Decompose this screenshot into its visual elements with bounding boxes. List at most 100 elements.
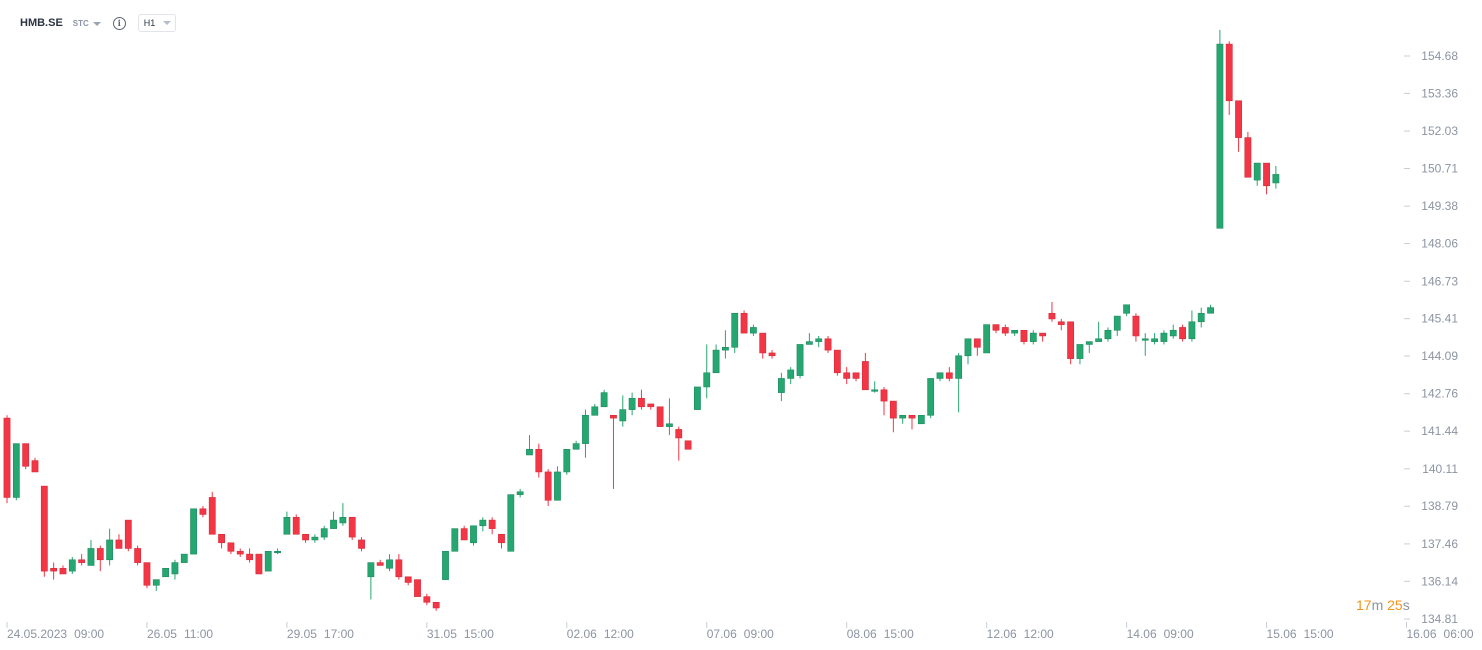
candle-down <box>1132 315 1140 337</box>
x-axis-tick-label: 31.05 15:00 <box>427 627 494 641</box>
candle-down <box>1020 329 1028 342</box>
y-axis-tick-label: 138.79 <box>1421 499 1458 513</box>
x-axis-tick-label: 08.06 15:00 <box>847 627 914 641</box>
timeframe-select[interactable]: H1 <box>137 14 177 32</box>
candle-down <box>246 553 253 561</box>
candle-up <box>479 519 487 527</box>
x-axis-tick-label: 29.05 17:00 <box>287 627 354 641</box>
candle-up <box>311 536 319 541</box>
candle-up <box>320 528 328 538</box>
info-icon[interactable]: i <box>112 16 126 30</box>
candle-up <box>1076 344 1084 359</box>
candle-up <box>507 494 515 552</box>
y-axis-tick-label: 136.14 <box>1421 574 1458 588</box>
candle-down <box>227 542 235 552</box>
candle-up <box>964 338 972 357</box>
candle-up <box>563 448 571 473</box>
candle-down <box>96 548 104 561</box>
candle-up <box>264 550 272 572</box>
candle-up <box>712 349 720 374</box>
candle-down <box>889 400 897 419</box>
candle-countdown-timer: 17m 25s <box>1356 597 1410 613</box>
candle-down <box>1225 43 1233 102</box>
candle-down <box>843 372 851 379</box>
timer-minutes: 17 <box>1356 597 1372 613</box>
timer-seconds-unit: s <box>1402 597 1410 613</box>
candle-up <box>1011 329 1019 334</box>
candle-down <box>1179 327 1186 340</box>
x-axis-tick-label: 07.06 09:00 <box>707 627 774 641</box>
timer-minutes-unit: m <box>1371 597 1384 613</box>
candle-up <box>899 414 907 419</box>
candle-up <box>1113 315 1121 331</box>
candle-up <box>777 378 785 393</box>
candle-up <box>1123 304 1130 314</box>
candle-up <box>666 423 673 427</box>
candle-up <box>442 550 449 580</box>
y-axis-tick-label: 152.03 <box>1421 124 1458 138</box>
exchange-dropdown-icon[interactable] <box>92 21 101 26</box>
candle-up <box>1160 332 1168 342</box>
y-axis-tick-label: 153.36 <box>1421 86 1458 100</box>
candle-up <box>451 528 459 552</box>
candle-up <box>1216 43 1224 229</box>
candle-up <box>805 341 813 345</box>
candle-down <box>134 548 142 563</box>
candle-down <box>740 312 748 334</box>
candle-up <box>628 397 636 410</box>
candle-up <box>796 344 804 376</box>
candle-down <box>647 403 655 408</box>
x-axis-tick-label: 16.06 06:00 <box>1407 627 1474 641</box>
exchange-label[interactable]: STC <box>72 18 89 28</box>
x-axis-tick-label: 26.05 11:00 <box>147 627 213 641</box>
candle-down <box>115 539 123 549</box>
candle-up <box>386 559 393 569</box>
chart-toolbar: HMB.SE STC i H1 <box>20 14 177 32</box>
candle-down <box>1039 332 1047 337</box>
candle-up <box>983 324 991 354</box>
candle-down <box>208 497 216 535</box>
candle-up <box>1141 338 1149 341</box>
y-axis-tick-label: 144.09 <box>1421 349 1458 363</box>
candle-down <box>880 389 888 402</box>
candle-down <box>498 533 505 544</box>
candle-up <box>1188 321 1196 340</box>
candle-up <box>339 516 347 524</box>
candle-up <box>1095 338 1103 342</box>
candle-up <box>162 567 170 578</box>
candle-down <box>610 414 617 419</box>
symbol-label[interactable]: HMB.SE <box>20 17 63 29</box>
candle-up <box>1253 162 1261 181</box>
y-axis-tick-label: 145.41 <box>1421 312 1458 326</box>
candle-up <box>152 579 160 586</box>
candle-down <box>302 533 309 541</box>
candle-down <box>1048 312 1056 320</box>
x-axis-tick-label: 14.06 09:00 <box>1127 627 1194 641</box>
candle-down <box>1067 321 1075 359</box>
candle-down <box>376 562 384 566</box>
candle-down <box>675 429 683 439</box>
candle-up <box>12 443 20 498</box>
candle-up <box>330 519 337 529</box>
candle-up <box>955 355 963 379</box>
candle-up <box>171 562 179 575</box>
candle-down <box>973 338 981 348</box>
candle-down <box>1235 100 1242 138</box>
candle-down <box>59 567 67 575</box>
candle-up <box>582 414 589 444</box>
candle-up <box>87 548 95 566</box>
candle-down <box>908 414 916 419</box>
candle-up <box>731 312 739 348</box>
candle-up <box>1197 312 1205 323</box>
candle-down <box>638 397 645 408</box>
candle-up <box>283 516 291 535</box>
candle-down <box>460 528 468 541</box>
candle-up <box>936 372 944 379</box>
candle-up <box>722 346 729 351</box>
y-axis-tick-label: 137.46 <box>1421 537 1458 551</box>
candle-down <box>218 533 225 544</box>
candle-up <box>787 369 795 379</box>
candle-up <box>180 553 188 563</box>
candle-down <box>544 471 552 501</box>
